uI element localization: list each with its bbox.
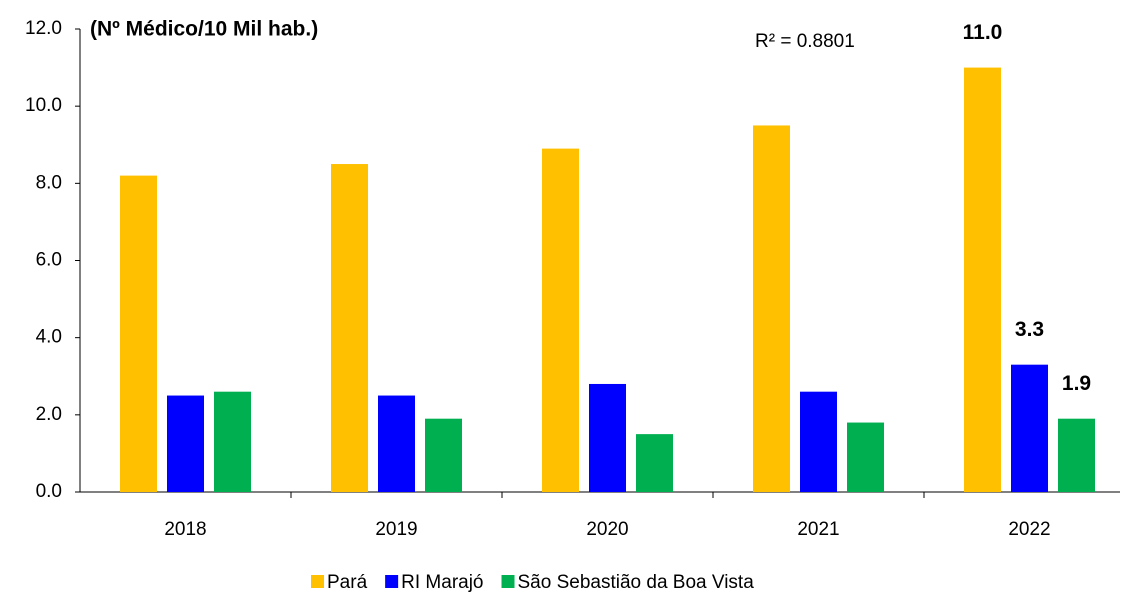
- legend-label: São Sebastião da Boa Vista: [518, 572, 755, 593]
- bar: [214, 391, 251, 492]
- bar: [425, 418, 462, 492]
- value-label: 1.9: [1062, 372, 1091, 395]
- x-tick-label: 2022: [1008, 519, 1050, 540]
- x-tick-label: 2020: [586, 519, 628, 540]
- bar: [542, 148, 579, 492]
- y-tick-label: 2.0: [36, 404, 62, 425]
- legend-label: Pará: [327, 572, 368, 593]
- legend-label: RI Marajó: [401, 572, 483, 593]
- bar: [167, 395, 204, 492]
- y-tick-label: 6.0: [36, 250, 62, 271]
- y-tick-label: 4.0: [36, 327, 62, 348]
- bar: [753, 125, 790, 492]
- legend-swatch: [501, 575, 515, 588]
- bar: [1058, 418, 1095, 492]
- bar: [120, 175, 157, 492]
- x-tick-label: 2018: [164, 519, 206, 540]
- bar: [589, 383, 626, 492]
- bar: [1011, 364, 1048, 492]
- y-tick-label: 8.0: [36, 172, 62, 193]
- x-tick-label: 2019: [375, 519, 417, 540]
- y-tick-label: 10.0: [25, 95, 62, 116]
- value-label: 11.0: [963, 21, 1003, 44]
- chart-title: (Nº Médico/10 Mil hab.): [90, 18, 318, 41]
- bar: [636, 434, 673, 492]
- y-tick-label: 0.0: [36, 481, 62, 502]
- bar: [847, 422, 884, 492]
- bar: [331, 164, 368, 492]
- y-tick-label: 12.0: [25, 18, 62, 39]
- value-label: 3.3: [1015, 318, 1044, 341]
- legend-swatch: [311, 575, 324, 588]
- legend-swatch: [385, 575, 399, 588]
- bar: [800, 391, 837, 492]
- annotation: R² = 0.8801: [755, 31, 855, 52]
- x-tick-label: 2021: [797, 519, 839, 540]
- bar: [378, 395, 415, 492]
- bar: [964, 67, 1001, 492]
